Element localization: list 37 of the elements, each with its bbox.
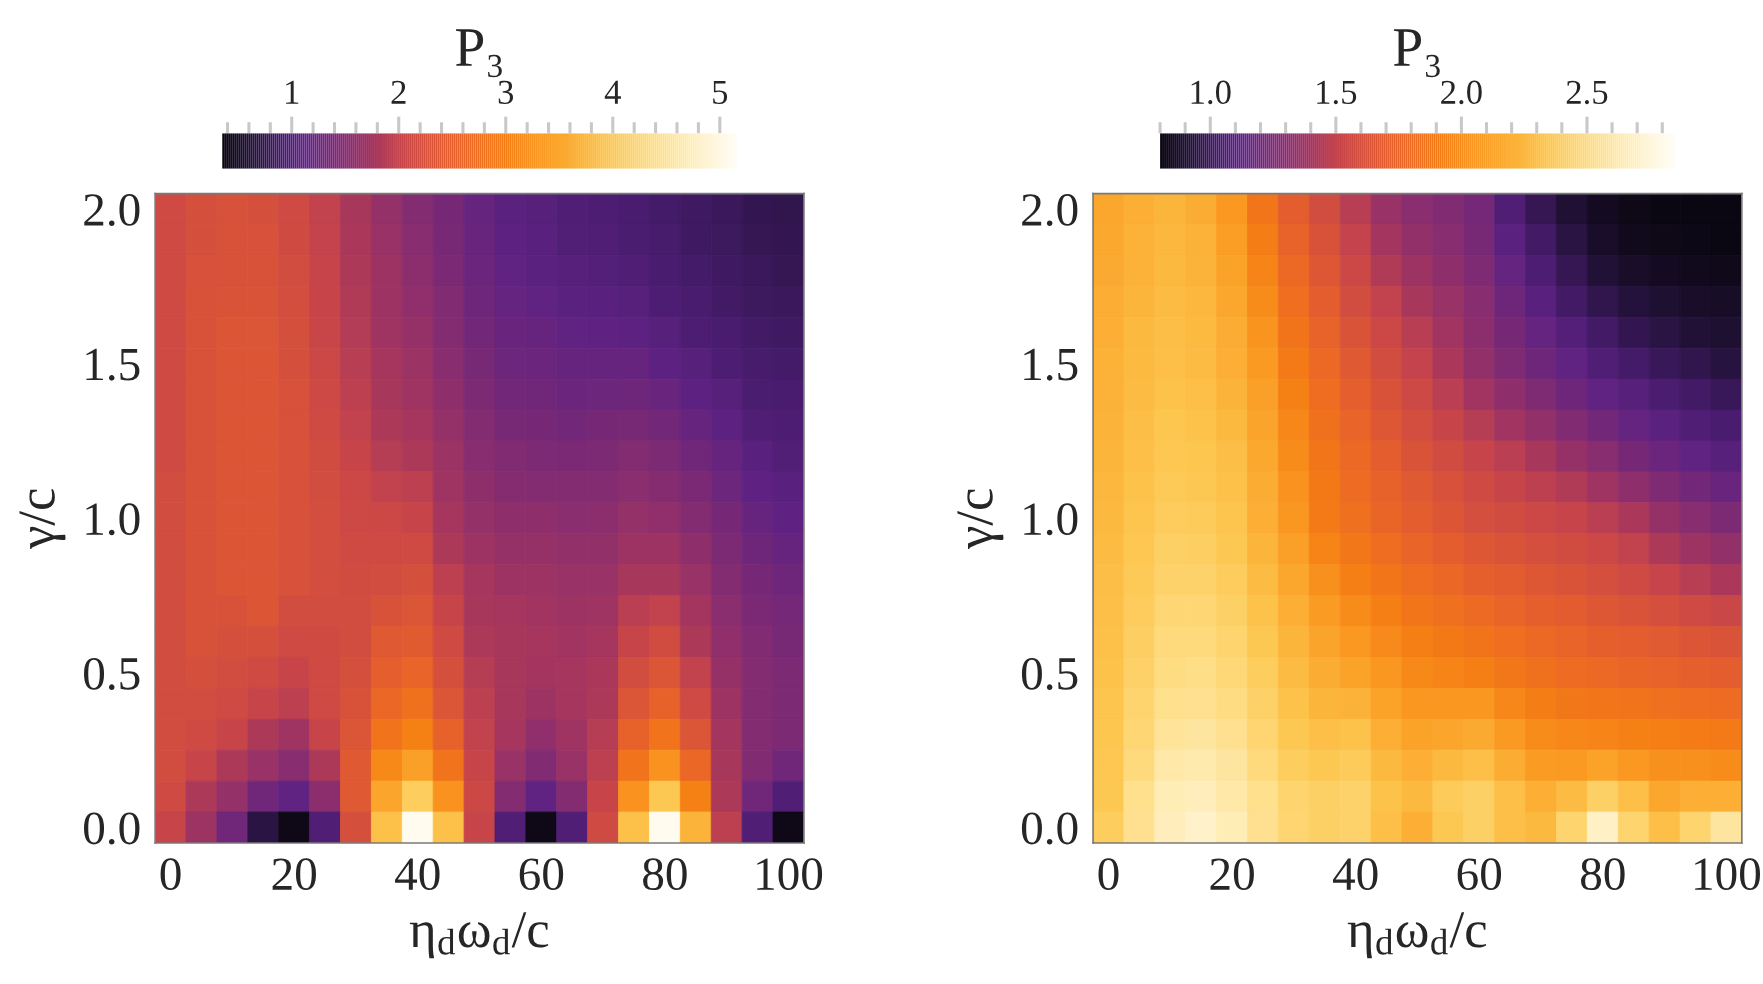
color-bar-label: 2 — [391, 80, 406, 104]
x-tick-label: 60 — [519, 858, 564, 891]
x-axis-title: η$_{d}$ω$_{d}$/c — [1347, 912, 1487, 959]
color-bar-label: 5 — [713, 80, 728, 105]
x-tick-label: 40 — [1332, 858, 1378, 891]
x-tick-label: 100 — [1695, 858, 1761, 891]
color-bar-label: 3 — [498, 80, 514, 105]
y-tick-label: 2.0 — [1022, 194, 1078, 227]
x-tick-label: 20 — [1210, 858, 1254, 891]
x-tick-label: 60 — [1457, 858, 1502, 891]
y-tick-label: 0.0 — [1021, 812, 1078, 845]
y-tick-label: 1.5 — [1024, 348, 1078, 381]
y-tick-label: 1.0 — [1024, 503, 1078, 536]
y-tick-label: 0.5 — [84, 657, 140, 690]
y-tick-label: 1.0 — [86, 503, 140, 536]
x-tick-label: 40 — [395, 858, 440, 891]
x-tick-label: 0 — [1098, 858, 1119, 891]
color-bar-label: 4 — [604, 80, 621, 104]
color-bar-label: 2.0 — [1441, 80, 1482, 105]
color-bar-label: 1.5 — [1317, 80, 1357, 105]
x-axis-title: η$_{d}$ω$_{d}$/c — [409, 912, 549, 959]
x-tick-label: 100 — [757, 858, 823, 891]
color-bar-title: P₃ — [1393, 29, 1440, 78]
y-axis-title: γ/c — [957, 489, 1004, 550]
x-tick-label: 0 — [160, 858, 181, 891]
color-bar-label: 1.0 — [1191, 80, 1231, 105]
color-bar-title: P₃ — [456, 29, 502, 78]
y-tick-label: 0.0 — [84, 812, 140, 845]
color-bar-label: 2.5 — [1566, 80, 1608, 105]
y-tick-label: 2.0 — [84, 194, 140, 227]
y-tick-label: 0.5 — [1021, 657, 1078, 690]
y-axis-title: γ/c — [19, 489, 66, 550]
color-bar-label: 1 — [286, 80, 299, 104]
y-tick-label: 1.5 — [86, 348, 140, 381]
x-tick-label: 20 — [272, 858, 316, 891]
x-tick-label: 80 — [1581, 858, 1625, 891]
x-tick-label: 80 — [643, 858, 687, 891]
